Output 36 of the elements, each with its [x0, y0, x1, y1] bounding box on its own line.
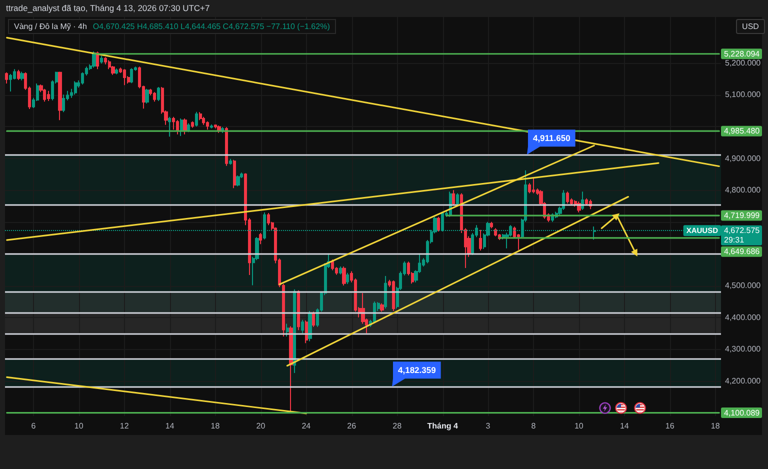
x-tick-label: 10	[74, 422, 84, 430]
x-tick-label: 28	[392, 422, 402, 430]
y-tick-label: 5,200.000	[725, 58, 762, 68]
y-tick-label: 4,500.000	[725, 281, 762, 290]
data-label: 4,649.686	[724, 247, 760, 256]
y-tick-label: 4,400.000	[725, 312, 762, 322]
y-tick-label: 4,300.000	[725, 344, 762, 354]
ref-line-label: 4,911.650	[532, 133, 571, 144]
x-tick-label: 20	[256, 422, 266, 430]
x-tick-label: 8	[531, 422, 536, 430]
x-tick-label: 12	[120, 422, 130, 430]
x-tick-label: 18	[710, 422, 720, 430]
x-tick-label: 26	[347, 422, 357, 430]
data-label: 4,719.999	[724, 211, 760, 220]
x-tick-label: 14	[165, 422, 175, 430]
x-tick-label: 3	[486, 422, 491, 430]
ref-line-label: 4,672.575 29:31	[724, 226, 760, 245]
annotation: O4,670.425 H4,685.410 L4,644.465 C4,672.575 −77.110 (−1.62%)	[92, 22, 330, 31]
data-label: 4,985.480	[724, 126, 760, 136]
x-tick-label: 14	[620, 422, 630, 430]
y-tick-label: 4,200.000	[725, 376, 762, 386]
y-tick-label: 5,100.000	[725, 90, 762, 100]
y-tick-label: 4,800.000	[725, 186, 762, 195]
y-axis-title: USD	[736, 19, 765, 34]
ref-line-label: 4,182.359	[398, 365, 436, 376]
x-tick-label: 10	[574, 422, 584, 430]
x-tick-label: 16	[665, 422, 675, 430]
x-tick-label: 24	[302, 422, 312, 430]
data-label: 5,228.094	[724, 49, 760, 58]
x-tick-label: Tháng 4	[427, 422, 458, 430]
y-tick-label: 4,900.000	[725, 154, 762, 163]
x-tick-label: 18	[210, 422, 220, 430]
data-label: 4,100.089	[724, 408, 760, 418]
chart-title: ttrade_analyst đã tạo, Tháng 4 13, 2026 07:30 UTC+7	[6, 3, 210, 14]
text: Vàng / Đô la Mỹ · 4h	[14, 22, 87, 31]
x-tick-label: 6	[31, 422, 36, 430]
